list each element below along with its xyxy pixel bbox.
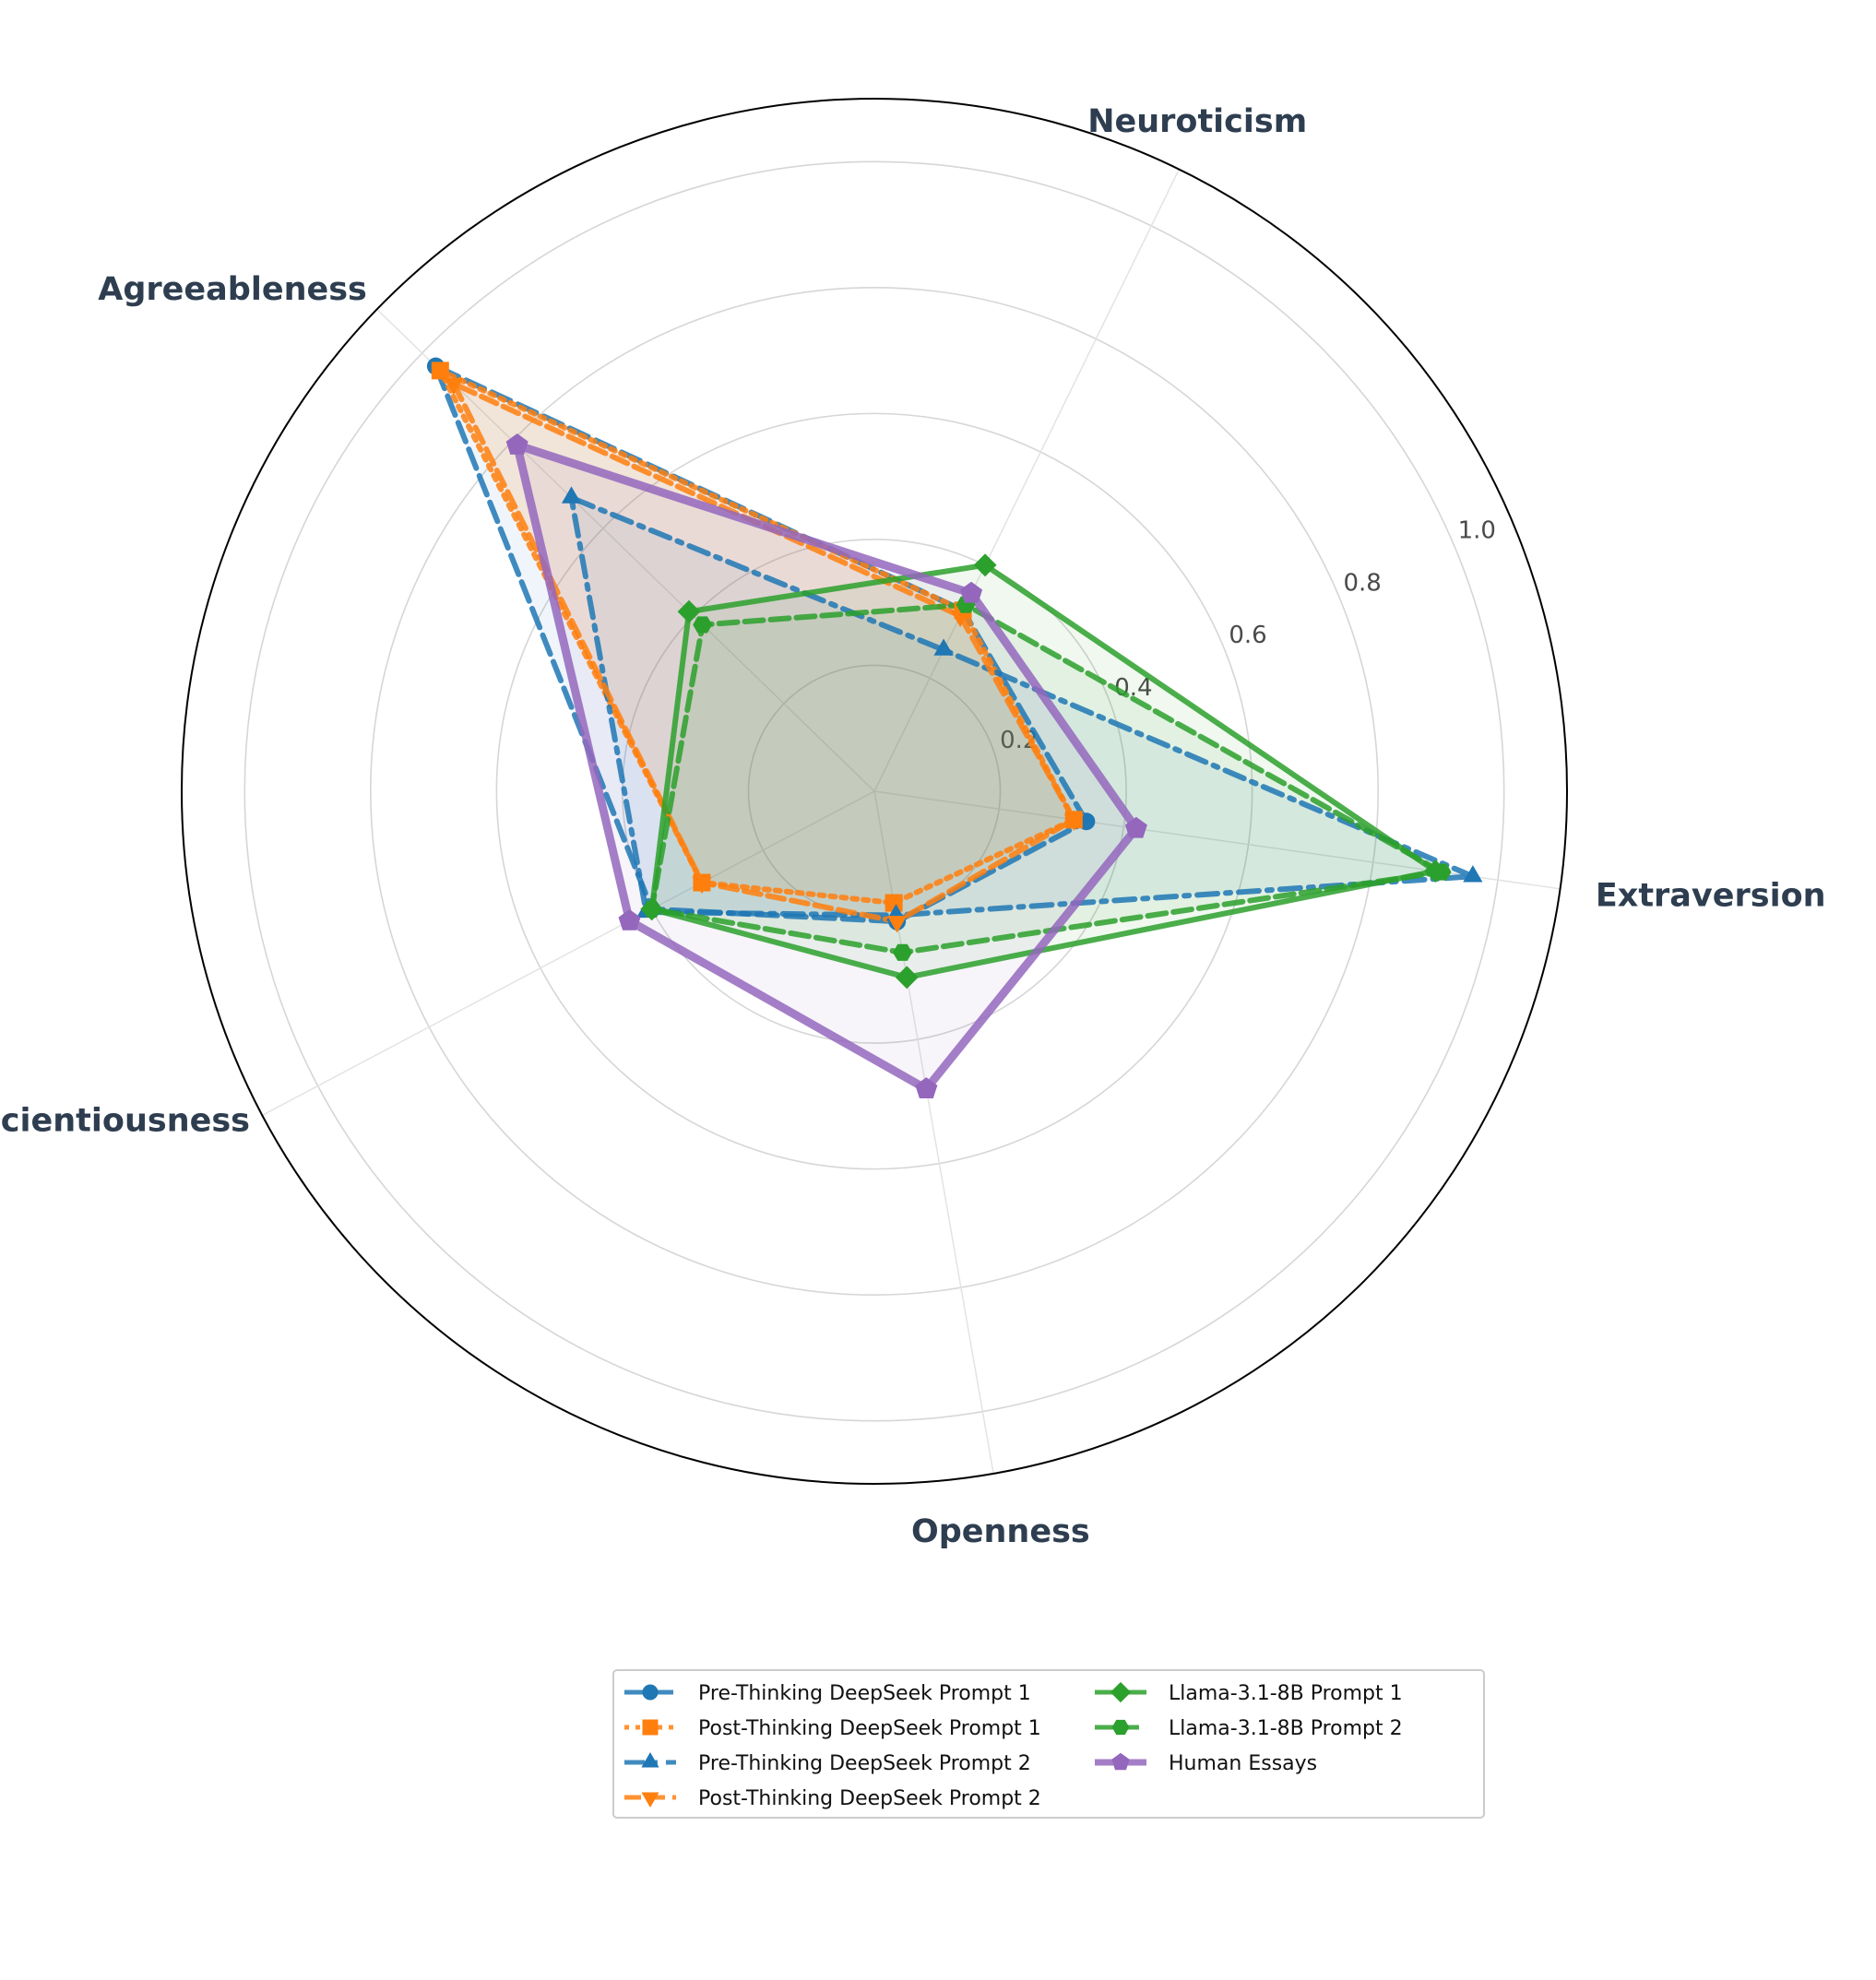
tick-label-0.6: 0.6 [1229, 622, 1266, 649]
series-markers [426, 357, 1483, 1098]
series-6-point-0 [1124, 816, 1147, 838]
series-2-point-0 [1463, 865, 1483, 883]
radial-tick-labels: 0.2 0.4 0.6 0.8 1.0 [1000, 516, 1496, 754]
axis-label-conscientiousness: Conscientiousness [0, 1102, 250, 1139]
series-4-point-4 [895, 966, 919, 990]
legend-swatch-marker-0 [642, 1684, 659, 1701]
outer-frame [181, 98, 1568, 1485]
axis-label-neuroticism: Neuroticism [1087, 103, 1307, 140]
series-6-point-2 [505, 433, 528, 455]
grid-ring-0.8 [370, 287, 1379, 1296]
axis-label-extraversion: Extraversion [1596, 878, 1826, 915]
legend-label-pre-thinking-p2: Pre-Thinking DeepSeek Prompt 2 [698, 1752, 1031, 1775]
series-5-point-0 [1431, 863, 1452, 881]
legend-frame [612, 1669, 1485, 1819]
legend-label-post-thinking-p1: Post-Thinking DeepSeek Prompt 1 [698, 1717, 1041, 1740]
series-line-5 [648, 601, 1445, 955]
series-3-point-0 [1063, 813, 1084, 831]
series-line-6 [513, 441, 1141, 1094]
series-4-point-2 [677, 599, 701, 623]
series-lines [433, 363, 1476, 1094]
series-3-point-4 [887, 916, 908, 933]
series-6-point-3 [618, 908, 641, 931]
axis-labels: Extraversion Neuroticism Agreeableness C… [0, 103, 1826, 1550]
series-6-point-1 [960, 581, 983, 603]
grid-spoke-2 [376, 308, 875, 792]
series-fill-5 [651, 604, 1443, 953]
legend-label-pre-thinking-p1: Pre-Thinking DeepSeek Prompt 1 [698, 1682, 1031, 1705]
axis-label-openness: Openness [911, 1513, 1090, 1550]
axis-label-agreeableness: Agreeableness [98, 271, 367, 308]
grid-ring-1.0 [243, 160, 1505, 1422]
legend: Pre-Thinking DeepSeek Prompt 1 Post-Think… [612, 1669, 1485, 1819]
radar-grid [181, 98, 1568, 1485]
legend-label-llama-p1: Llama-3.1-8B Prompt 1 [1169, 1682, 1403, 1705]
legend-swatch-marker-5 [1111, 1719, 1130, 1736]
legend-swatch-marker-4 [1110, 1681, 1132, 1703]
series-1-point-2 [431, 362, 449, 380]
series-5-point-2 [693, 616, 713, 634]
grid-spoke-3 [261, 790, 875, 1117]
series-3-point-3 [692, 876, 712, 895]
series-line-4 [648, 562, 1439, 980]
series-2-point-1 [933, 638, 954, 656]
series-fill-6 [516, 445, 1136, 1089]
series-line-1 [437, 367, 1077, 907]
series-fill-4 [651, 564, 1436, 978]
series-4-point-1 [973, 553, 997, 577]
series-3-point-2 [444, 378, 464, 396]
legend-swatch-marker-2 [641, 1752, 659, 1768]
series-fill-1 [440, 370, 1075, 904]
legend-swatch-marker-3 [641, 1792, 659, 1808]
series-fill-3 [454, 384, 1075, 922]
legend-swatch-marker-6 [1111, 1752, 1130, 1771]
series-fill-0 [435, 366, 1086, 922]
grid-spoke-1 [873, 169, 1181, 792]
legend-swatch-marker-1 [642, 1719, 659, 1736]
series-6-point-4 [915, 1077, 938, 1098]
legend-label-post-thinking-p2: Post-Thinking DeepSeek Prompt 2 [698, 1787, 1041, 1810]
series-line-3 [451, 381, 1077, 925]
series-line-2 [568, 494, 1476, 919]
grid-ring-0.6 [495, 412, 1253, 1170]
tick-label-0.8: 0.8 [1343, 569, 1381, 597]
legend-label-llama-p2: Llama-3.1-8B Prompt 2 [1169, 1717, 1403, 1740]
series-fills [435, 366, 1473, 1089]
series-5-point-3 [642, 900, 662, 918]
tick-label-1.0: 1.0 [1458, 516, 1496, 544]
series-2-point-2 [561, 486, 582, 504]
series-5-point-4 [893, 943, 912, 961]
legend-label-human-essays: Human Essays [1169, 1752, 1317, 1775]
